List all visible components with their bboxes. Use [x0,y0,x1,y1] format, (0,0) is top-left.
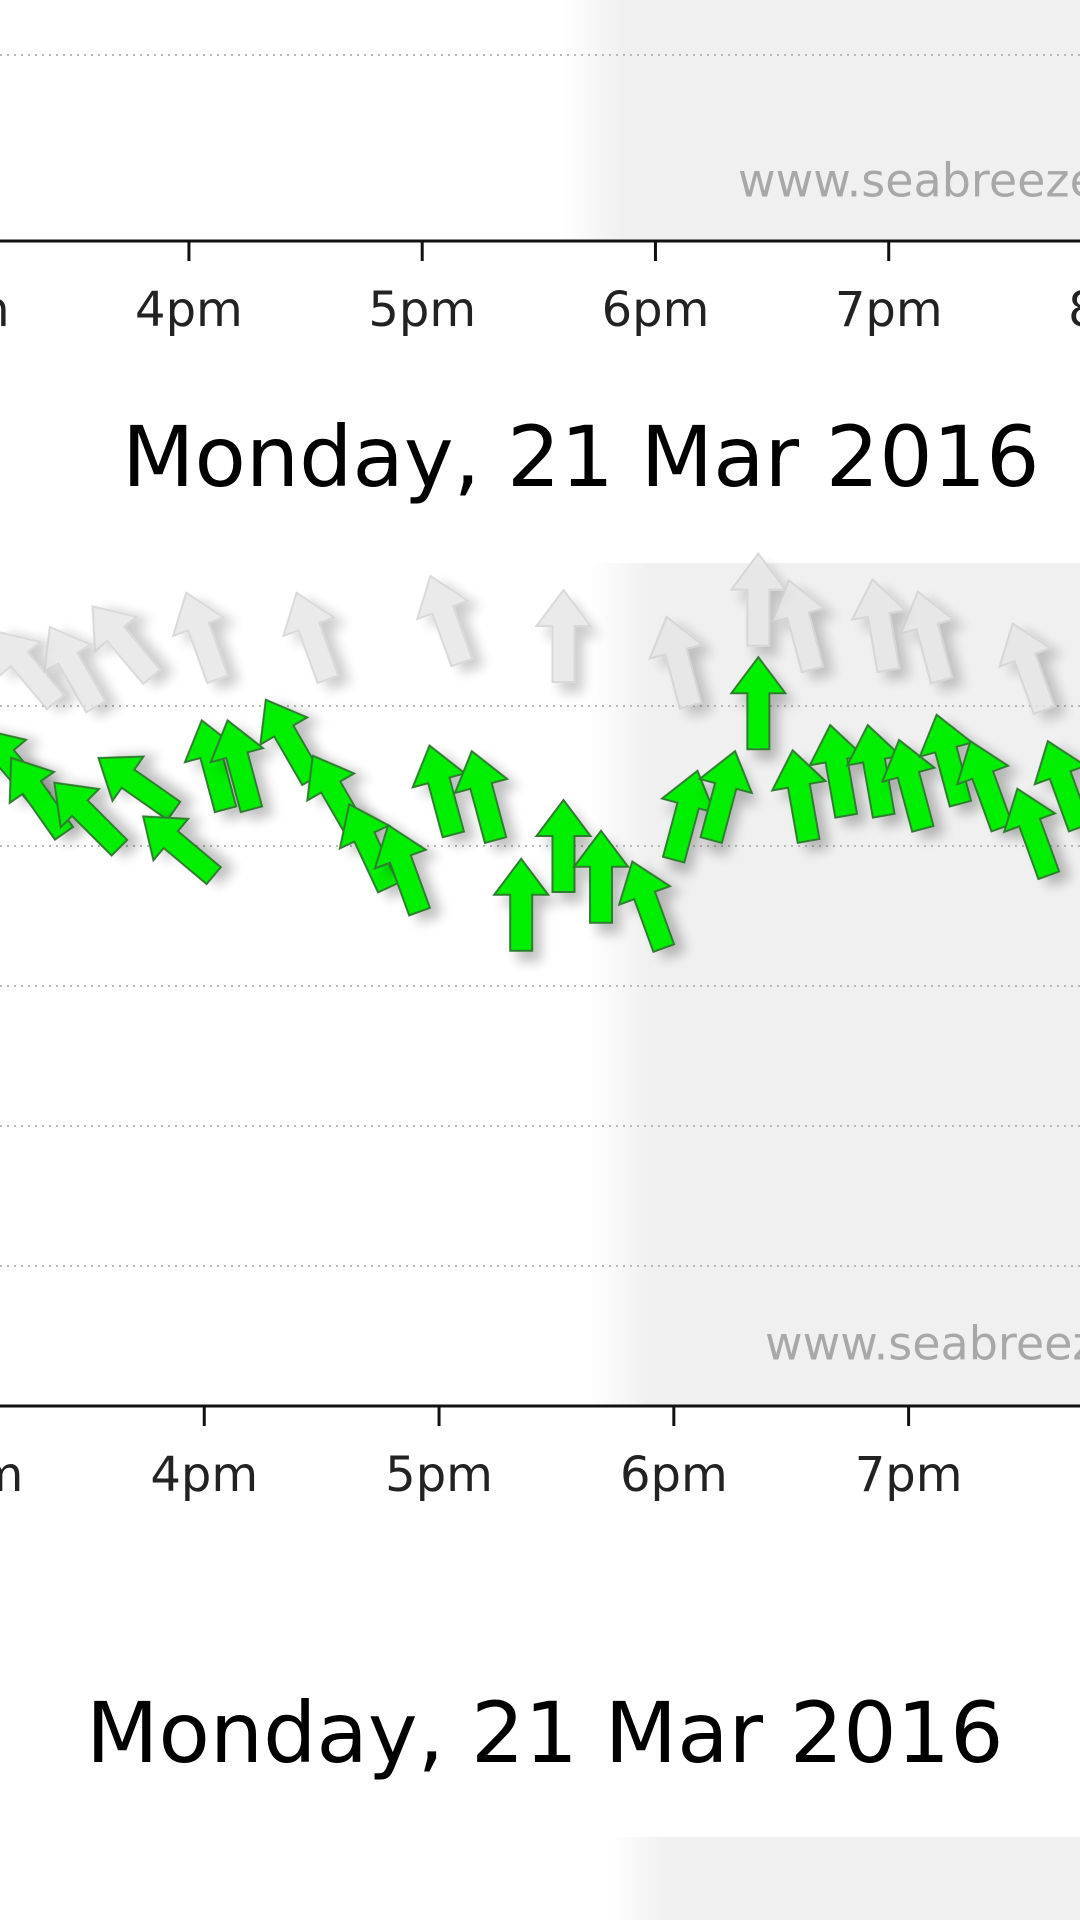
wind-arrow [8,756,75,841]
x-tick-label: 7pm [835,282,943,338]
night-shade [610,1837,1080,1920]
faded-wind-arrow [171,591,230,685]
x-tick-label: 7pm [855,1447,963,1503]
wind-arrow [453,749,510,845]
faded-wind-arrow [43,625,107,714]
x-tick-label: 5pm [385,1447,493,1503]
x-tick-label: 6pm [602,282,710,338]
wind-arrow [492,857,551,952]
faded-wind-arrow [850,577,908,674]
wind-arrow [1033,739,1080,833]
night-shade [590,563,1080,1406]
x-tick-label: 3pm [0,1447,23,1503]
faded-wind-arrow [998,622,1056,716]
wind-arrow [617,860,676,954]
faded-wind-arrow [281,591,340,685]
wind-arrow [338,802,400,894]
x-tick-label: 5pm [368,282,476,338]
x-tick-label: 4pm [150,1447,258,1503]
panel: www.seabreeze.com.au 3pm 4pm 5pm 6pm 7pm 8pm [0,54,1080,338]
chart-title: Monday, 21 Mar 2016 [122,408,1040,506]
wind-arrow [209,718,266,814]
faded-wind-arrow [0,630,66,711]
faded-wind-arrow [415,574,474,668]
watermark: www.seabreeze.com.au [738,154,1080,208]
watermark: www.seabreeze.com.au [765,1317,1080,1371]
faded-wind-arrow [770,578,827,674]
x-tick-label: 3pm [0,282,10,338]
faded-wind-arrow [91,605,162,686]
faded-wind-arrow [899,589,956,685]
x-tick-label: 6pm [620,1447,728,1503]
panel: www.seabreeze.com.au 3pm 4pm 5pm 6pm 7pm [0,551,1080,1503]
wind-arrow [534,798,593,893]
faded-wind-arrow [729,551,788,647]
wind-arrow [729,655,788,751]
night-shade [560,0,1080,241]
wind-arrow [373,823,432,917]
wind-arrow [572,829,631,924]
wind-arrow [1002,787,1061,881]
wind-arrow [141,815,223,886]
x-tick-label: 8pm [1068,282,1080,338]
wind-arrow [880,738,937,833]
chart-title: Monday, 21 Mar 2016 [86,1684,1004,1782]
wind-arrow [955,739,1014,833]
wind-arrow [97,755,182,822]
faded-wind-arrow [534,588,593,683]
wind-arrow [697,749,754,845]
faded-wind-arrow [648,615,705,710]
wind-arrow [53,781,129,857]
x-tick-label: 4pm [135,282,243,338]
wind-arrow [770,748,828,844]
